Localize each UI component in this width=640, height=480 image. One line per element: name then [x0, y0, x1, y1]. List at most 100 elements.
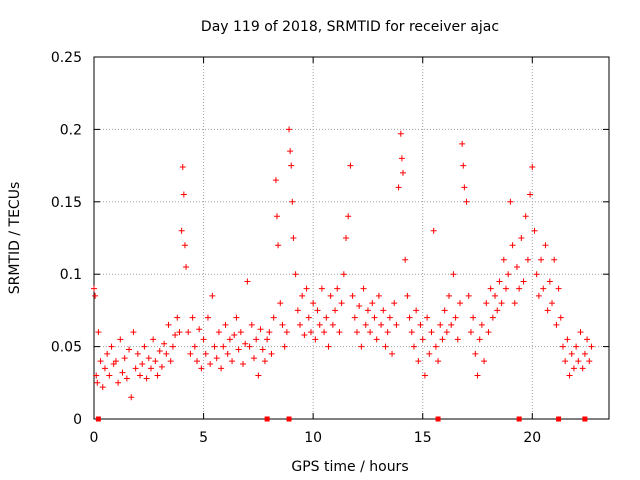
data-point: [395, 184, 402, 191]
data-point: [375, 292, 382, 299]
data-point: [253, 336, 260, 343]
data-point: [397, 130, 404, 137]
data-point: [382, 343, 389, 350]
data-point: [503, 285, 509, 292]
data-point: [137, 372, 144, 379]
data-point: [106, 372, 113, 379]
data-point: [386, 314, 393, 321]
data-point: [289, 198, 296, 205]
data-point: [465, 292, 472, 299]
data-point: [424, 314, 431, 321]
data-point: [446, 292, 453, 299]
data-point: [101, 365, 108, 372]
x-tick-label: 20: [523, 430, 541, 446]
data-point: [555, 285, 562, 292]
data-point: [347, 162, 354, 169]
data-point: [398, 155, 405, 162]
marker-square: [435, 416, 441, 422]
chart-title: Day 119 of 2018, SRMTID for receiver aja…: [201, 19, 499, 35]
data-point: [209, 292, 216, 299]
data-point: [369, 300, 376, 307]
data-point: [92, 292, 99, 299]
data-point: [180, 191, 187, 198]
data-point: [204, 314, 211, 321]
data-point: [314, 307, 321, 314]
data-point: [520, 278, 527, 285]
data-point: [152, 358, 159, 365]
data-point: [454, 336, 461, 343]
data-point: [91, 285, 97, 292]
data-point: [277, 300, 284, 307]
marker-points: [95, 416, 588, 422]
data-point: [551, 256, 558, 263]
data-point: [220, 343, 227, 350]
data-point: [553, 321, 560, 328]
data-point: [117, 336, 124, 343]
data-point: [400, 169, 406, 176]
data-point: [233, 314, 240, 321]
data-point: [240, 360, 247, 367]
data-point: [584, 336, 591, 343]
data-point: [244, 278, 251, 285]
data-point: [527, 191, 534, 198]
data-point: [393, 321, 400, 328]
data-point: [588, 343, 595, 350]
data-point: [176, 329, 183, 336]
data-point: [472, 350, 479, 357]
data-point: [198, 365, 205, 372]
data-point: [139, 360, 146, 367]
data-point: [334, 285, 341, 292]
data-point: [443, 329, 450, 336]
data-point: [294, 307, 301, 314]
data-point: [470, 314, 477, 321]
data-point: [402, 256, 409, 263]
data-point: [391, 300, 398, 307]
data-point: [467, 329, 474, 336]
data-point: [108, 343, 115, 350]
data-point: [183, 263, 190, 270]
data-point: [290, 235, 297, 241]
data-point: [174, 314, 181, 321]
data-point: [287, 148, 294, 155]
y-tick-label: 0.1: [60, 267, 82, 283]
data-point: [573, 343, 580, 350]
data-point: [476, 336, 483, 343]
data-point: [189, 314, 196, 321]
data-points: [91, 126, 595, 401]
data-point: [507, 198, 514, 205]
marker-square: [582, 416, 588, 422]
data-point: [371, 314, 378, 321]
data-point: [353, 329, 360, 336]
data-point: [172, 332, 179, 339]
data-point: [529, 164, 536, 171]
data-point: [279, 321, 286, 328]
data-point: [158, 363, 165, 370]
data-point: [237, 329, 244, 336]
data-point: [250, 355, 257, 362]
x-axis-label: GPS time / hours: [291, 459, 408, 475]
data-point: [196, 326, 203, 333]
data-point: [345, 213, 352, 220]
data-point: [581, 350, 588, 357]
data-point: [200, 336, 207, 343]
data-point: [435, 358, 442, 365]
data-point: [575, 358, 582, 365]
data-point: [224, 350, 231, 357]
data-point: [570, 365, 577, 372]
data-point: [356, 303, 363, 310]
data-point: [577, 329, 584, 336]
data-point: [316, 321, 323, 328]
data-point: [351, 314, 358, 321]
data-point: [487, 285, 494, 292]
data-point: [181, 242, 188, 249]
data-point: [568, 350, 575, 357]
data-point: [93, 372, 100, 379]
data-point: [161, 340, 168, 347]
data-point: [312, 336, 319, 343]
data-point: [478, 321, 485, 328]
x-tick-label: 10: [304, 430, 322, 446]
grid-lines: [94, 57, 609, 419]
data-point: [321, 329, 328, 336]
data-point: [283, 329, 290, 336]
data-point: [318, 285, 325, 292]
